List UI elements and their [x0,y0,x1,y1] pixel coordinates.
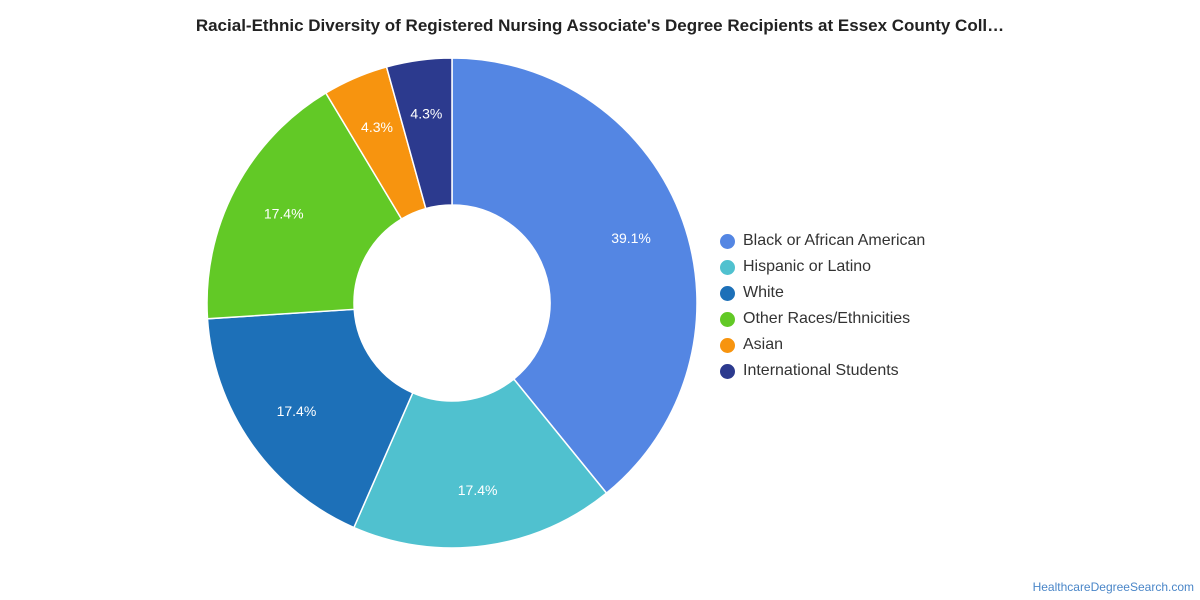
legend-label-1: Hispanic or Latino [743,258,872,275]
legend-label-3: Other Races/Ethnicities [743,310,911,327]
legend-item-4[interactable]: Asian [720,332,925,358]
legend-swatch-2 [720,285,735,301]
legend-swatch-0 [720,233,735,249]
legend-item-0[interactable]: Black or African American [720,228,925,254]
legend-item-2[interactable]: White [720,280,925,306]
legend-swatch-4 [720,337,735,353]
legend-label-0: Black or African American [743,232,926,249]
legend-swatch-3 [720,311,735,327]
slice-5[interactable] [385,57,453,210]
legend-label-4: Asian [743,336,784,353]
slice-label-1: 17.4% [458,482,498,498]
legend-item-3[interactable]: Other Races/Ethnicities [720,306,925,332]
legend-item-5[interactable]: International Students [720,358,925,384]
slice-0[interactable] [451,57,698,495]
source-link[interactable]: HealthcareDegreeSearch.com [1032,580,1194,594]
legend-swatch-5 [720,363,735,379]
slice-label-5: 4.3% [410,105,442,121]
slice-2[interactable] [206,308,414,529]
slice-label-4: 4.3% [361,119,393,135]
slice-label-2: 17.4% [277,403,317,419]
legend: Black or African American Hispanic or Lat… [720,228,925,384]
slice-label-3: 17.4% [264,206,304,222]
slice-1[interactable] [352,377,608,549]
legend-label-5: International Students [743,362,899,379]
legend-item-1[interactable]: Hispanic or Latino [720,254,925,280]
slice-label-0: 39.1% [611,230,651,246]
legend-swatch-1 [720,259,735,275]
chart-title: Racial-Ethnic Diversity of Registered Nu… [195,16,1005,35]
legend-label-2: White [743,284,784,301]
slice-3[interactable] [206,91,403,320]
